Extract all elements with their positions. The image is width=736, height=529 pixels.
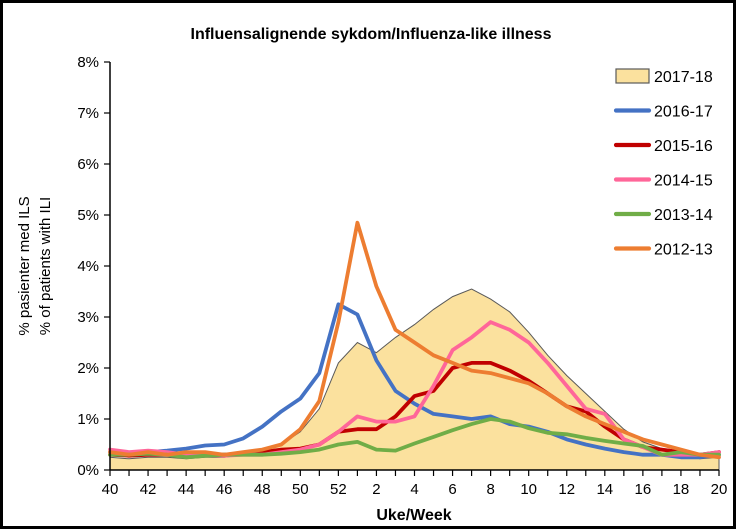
legend-swatch-2017-18: [615, 68, 650, 84]
y-tick-label: 5%: [77, 207, 99, 224]
y-tick-label: 8%: [77, 54, 99, 71]
legend-item-2015-16: 2015-16: [613, 138, 713, 155]
x-tick-label: 8: [486, 481, 494, 498]
legend-item-2012-13: 2012-13: [613, 242, 713, 259]
x-tick-label: 44: [178, 481, 195, 498]
x-tick-label: 20: [711, 481, 728, 498]
x-tick-label: 46: [216, 481, 233, 498]
legend: 2017-18 2016-17 2015-16 2014-15 2013-14 2012-…: [613, 68, 713, 259]
x-tick-label: 14: [596, 481, 613, 498]
x-tick-label: 6: [448, 481, 456, 498]
y-axis-title-line2: % of patients with ILI: [37, 197, 54, 335]
legend-item-2017-18: 2017-18: [615, 68, 713, 86]
series-line-2012-13: [108, 220, 721, 460]
legend-item-2014-15: 2014-15: [613, 173, 713, 190]
x-tick-label: 48: [254, 481, 271, 498]
y-tick-label: 6%: [77, 156, 99, 173]
x-tick-label: 2: [372, 481, 380, 498]
legend-label-2012-13: 2012-13: [654, 242, 713, 259]
legend-item-2013-14: 2013-14: [613, 207, 713, 224]
x-tick-label: 42: [140, 481, 157, 498]
series-line-2013-14: [108, 417, 721, 460]
axes: 0%1%2%3%4%5%6%7%8%40 42 44 46 48 50 52 2 4 6 8 10 12…: [77, 54, 727, 498]
x-axis-title: Uke/Week: [376, 507, 451, 524]
x-tick-label: 4: [410, 481, 418, 498]
x-tick-label: 12: [558, 481, 575, 498]
legend-label-2013-14: 2013-14: [654, 207, 713, 224]
legend-label-2014-15: 2014-15: [654, 173, 713, 190]
y-tick-label: 7%: [77, 105, 99, 122]
legend-label-2016-17: 2016-17: [654, 104, 713, 121]
ili-chart: Influensalignende sykdom/Influenza-like …: [16, 26, 727, 524]
x-tick-label: 40: [102, 481, 119, 498]
series-line-2016-17: [108, 302, 721, 460]
y-tick-label: 4%: [77, 258, 99, 275]
y-tick-label: 3%: [77, 309, 99, 326]
x-tick-label: 10: [520, 481, 537, 498]
chart-title: Influensalignende sykdom/Influenza-like …: [191, 26, 552, 43]
y-tick-label: 0%: [77, 462, 99, 479]
legend-label-2017-18: 2017-18: [654, 69, 713, 86]
x-tick-label: 16: [635, 481, 652, 498]
legend-label-2015-16: 2015-16: [654, 138, 713, 155]
plot-series: [108, 220, 721, 471]
y-tick-label: 1%: [77, 411, 99, 428]
y-axis-title-line1: % pasienter med ILS: [16, 196, 33, 335]
legend-item-2016-17: 2016-17: [613, 104, 713, 121]
y-tick-label: 2%: [77, 360, 99, 377]
x-tick-label: 50: [292, 481, 309, 498]
x-tick-label: 18: [673, 481, 690, 498]
x-tick-label: 52: [330, 481, 347, 498]
